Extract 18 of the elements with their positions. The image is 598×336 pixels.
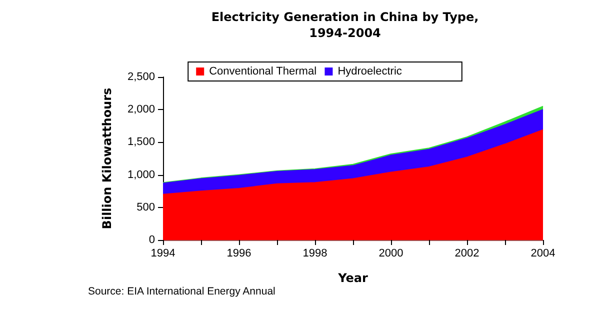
x-tick-label: 2004 (530, 248, 556, 260)
x-tick-label: 2000 (378, 248, 404, 260)
x-tick-label: 2002 (454, 248, 480, 260)
y-tick-label: 2,000 (127, 104, 155, 116)
x-tick-label: 1994 (150, 248, 176, 260)
x-axis-title: Year (337, 271, 368, 285)
y-tick-label: 2,500 (127, 71, 155, 83)
y-tick-label: 1,500 (127, 136, 155, 148)
source-note: Source: EIA International Energy Annual (88, 286, 276, 298)
chart-title: Electricity Generation in China by Type, 1994-2004 (211, 10, 479, 40)
x-tick-label: 1998 (302, 248, 328, 260)
y-axis-title: Billion Kilowatthours (100, 88, 114, 230)
y-tick-label: 1,000 (127, 168, 155, 181)
legend-label: Hydroelectric (338, 66, 402, 78)
y-tick-label: 500 (136, 201, 155, 214)
x-tick-label: 1996 (226, 248, 252, 260)
y-tick-label: 0 (148, 234, 155, 246)
legend-label: Conventional Thermal (209, 66, 317, 78)
